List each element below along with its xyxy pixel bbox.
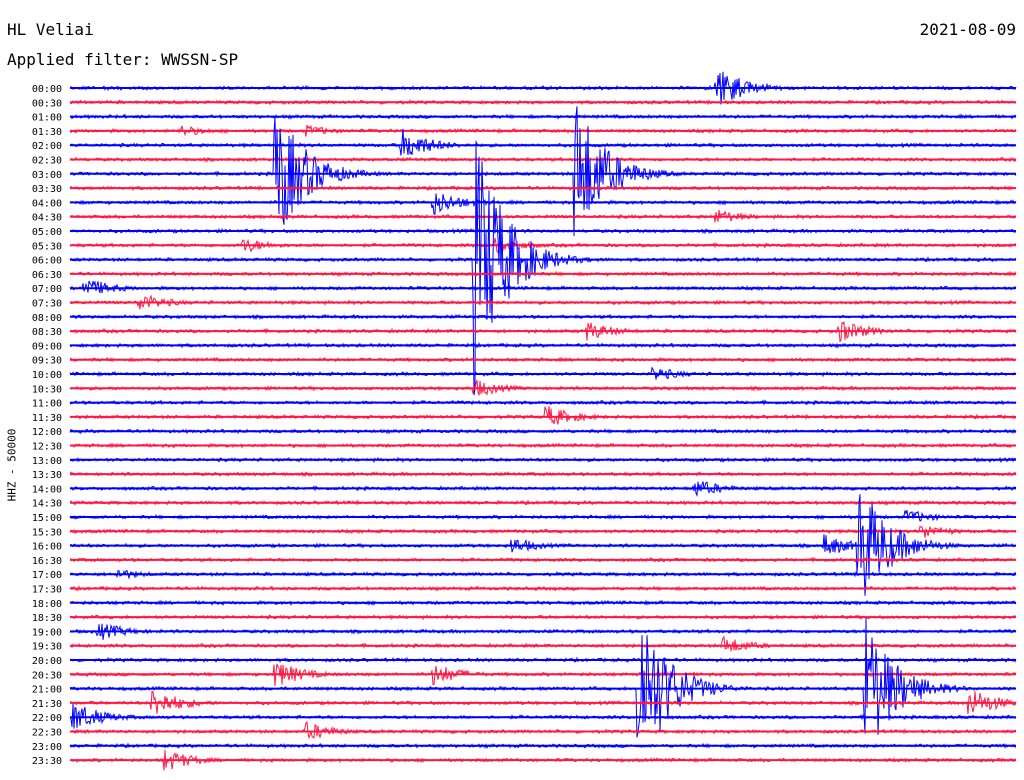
trace-line <box>69 510 1017 522</box>
time-tick-label: 18:30 <box>32 613 62 624</box>
time-tick-label: 15:00 <box>32 513 62 524</box>
time-tick-label: 14:00 <box>32 484 62 495</box>
time-tick-label: 21:30 <box>32 699 62 710</box>
time-tick-label: 01:00 <box>32 113 62 124</box>
trace-line <box>69 635 1017 653</box>
time-tick-label: 17:00 <box>32 570 62 581</box>
time-tick-label: 12:00 <box>32 427 62 438</box>
time-tick-label: 07:00 <box>32 284 62 295</box>
station-title: HL Veliai <box>7 20 94 39</box>
time-tick-label: 11:30 <box>32 413 62 424</box>
time-tick-label: 20:30 <box>32 670 62 681</box>
time-tick-label: 09:30 <box>32 356 62 367</box>
time-tick-label: 17:30 <box>32 585 62 596</box>
time-tick-label: 02:30 <box>32 156 62 167</box>
trace-line <box>69 128 1017 156</box>
time-tick-label: 16:00 <box>32 542 62 553</box>
time-tick-label: 19:30 <box>32 642 62 653</box>
trace-line <box>69 617 1017 738</box>
time-tick-label: 13:30 <box>32 470 62 481</box>
time-tick-label: 21:00 <box>32 685 62 696</box>
time-tick-label: 06:00 <box>32 256 62 267</box>
time-tick-label: 18:00 <box>32 599 62 610</box>
trace-line <box>69 193 1017 215</box>
time-tick-label: 06:30 <box>32 270 62 281</box>
time-tick-label: 22:30 <box>32 728 62 739</box>
time-tick-label: 00:30 <box>32 98 62 109</box>
time-tick-label: 23:00 <box>32 742 62 753</box>
time-tick-label: 10:00 <box>32 370 62 381</box>
time-tick-label: 00:00 <box>32 84 62 95</box>
time-tick-label: 05:30 <box>32 241 62 252</box>
time-tick-label: 20:00 <box>32 656 62 667</box>
time-tick-label: 19:00 <box>32 627 62 638</box>
trace-line <box>69 140 1017 396</box>
time-tick-label: 23:30 <box>32 756 62 767</box>
time-tick-label: 03:30 <box>32 184 62 195</box>
trace-line <box>69 406 1017 425</box>
time-tick-label: 11:00 <box>32 399 62 410</box>
time-tick-label: 02:00 <box>32 141 62 152</box>
time-tick-label: 13:00 <box>32 456 62 467</box>
time-tick-label: 16:30 <box>32 556 62 567</box>
time-tick-label: 15:30 <box>32 527 62 538</box>
time-tick-label: 08:00 <box>32 313 62 324</box>
trace-line <box>69 280 1017 294</box>
time-tick-label: 10:30 <box>32 384 62 395</box>
date-label: 2021-08-09 <box>919 20 1016 39</box>
time-tick-label: 14:30 <box>32 499 62 510</box>
time-tick-label: 04:00 <box>32 198 62 209</box>
trace-line <box>69 721 1017 740</box>
filter-subtitle: Applied filter: WWSSN-SP <box>7 50 239 69</box>
time-tick-label: 04:30 <box>32 213 62 224</box>
time-tick-label: 05:00 <box>32 227 62 238</box>
time-tick-label: 22:00 <box>32 713 62 724</box>
time-tick-label: 03:00 <box>32 170 62 181</box>
time-tick-label: 09:00 <box>32 341 62 352</box>
time-tick-label: 12:30 <box>32 442 62 453</box>
time-tick-label: 08:30 <box>32 327 62 338</box>
time-tick-label: 07:30 <box>32 299 62 310</box>
time-tick-label: 01:30 <box>32 127 62 138</box>
